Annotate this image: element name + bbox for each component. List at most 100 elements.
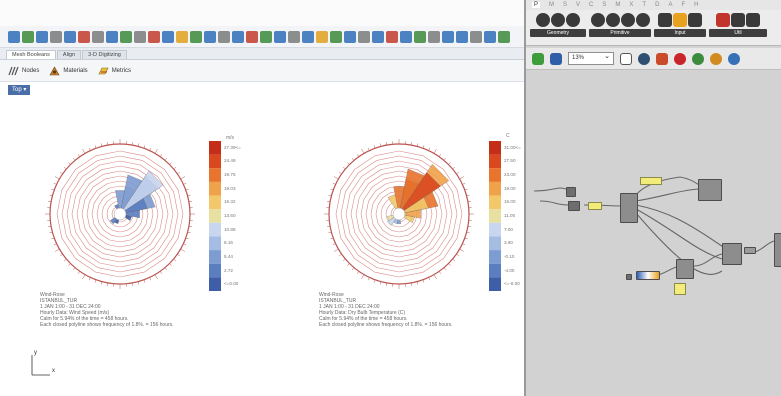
primitive-number-icon[interactable] <box>620 13 635 27</box>
grasshopper-tab-m[interactable]: M <box>615 2 621 8</box>
toolbar-tool-icon[interactable] <box>344 30 356 43</box>
toolbar-tool-icon[interactable] <box>190 30 202 43</box>
gh-component[interactable] <box>676 259 694 279</box>
rose-tick <box>77 154 81 157</box>
util-arrow-icon[interactable] <box>746 13 760 27</box>
viewport[interactable]: m/s 27.39<= 24.49 19.76 19.03 16.32 13.60 10.8… <box>0 96 524 396</box>
grasshopper-tab-c[interactable]: C <box>589 2 594 8</box>
color-preview-icon[interactable] <box>710 52 722 65</box>
primitive-boolean-icon[interactable] <box>590 13 605 27</box>
grasshopper-tab-t[interactable]: T <box>642 2 647 8</box>
toolbar-tool-icon[interactable] <box>134 30 146 43</box>
toolbar-tool-icon[interactable] <box>260 30 272 43</box>
grasshopper-tab-h[interactable]: H <box>694 2 699 8</box>
toolbar-tool-icon[interactable] <box>414 30 426 43</box>
grasshopper-tab-a[interactable]: A <box>668 2 673 8</box>
gh-component[interactable] <box>774 233 781 267</box>
gh-gradient-component[interactable] <box>636 271 660 280</box>
toolbar-tool-icon[interactable] <box>302 30 314 43</box>
toolbar-tool-icon[interactable] <box>50 30 62 43</box>
geometry-point-icon[interactable] <box>536 13 550 27</box>
tab-3d-digitizing[interactable]: 3-D Digitizing <box>82 50 127 59</box>
input-panel-icon[interactable] <box>673 13 687 27</box>
toolbar-tool-icon[interactable] <box>470 30 482 43</box>
toolbar-tool-icon[interactable] <box>498 30 510 43</box>
toolbar-tool-icon[interactable] <box>330 30 342 43</box>
grasshopper-canvas[interactable] <box>526 71 781 396</box>
input-slider-icon[interactable] <box>688 13 702 27</box>
toolbar-tool-icon[interactable] <box>442 30 454 43</box>
save-file-icon[interactable] <box>550 52 562 65</box>
toolbar-tool-icon[interactable] <box>456 30 468 43</box>
toolbar-tool-icon[interactable] <box>218 30 230 43</box>
toolbar-tool-icon[interactable] <box>358 30 370 43</box>
toolbar-tool-icon[interactable] <box>232 30 244 43</box>
gh-component[interactable] <box>626 274 632 280</box>
toolbar-tool-icon[interactable] <box>78 30 90 43</box>
toolbar-tool-icon[interactable] <box>64 30 76 43</box>
rose-frequency-ring <box>335 150 463 278</box>
grasshopper-tab-s[interactable]: S <box>602 2 607 8</box>
gh-panel[interactable] <box>674 283 686 295</box>
toolbar-tool-icon[interactable] <box>428 30 440 43</box>
sphere-preview-icon[interactable] <box>728 52 740 65</box>
toolbar-tool-icon[interactable] <box>386 30 398 43</box>
caption-line: Hourly Data: Wind Speed (m/s) <box>40 310 110 316</box>
toolbar-tool-icon[interactable] <box>8 30 20 43</box>
toolbar-tool-icon[interactable] <box>148 30 160 43</box>
preview-eye-icon[interactable] <box>638 52 650 65</box>
grasshopper-tab-f[interactable]: F <box>681 2 686 8</box>
gh-component[interactable] <box>744 247 756 254</box>
primitive-integer-icon[interactable] <box>605 13 620 27</box>
primitive-text-icon[interactable] <box>635 13 650 27</box>
metrics-button[interactable]: Metrics <box>98 66 131 76</box>
grasshopper-tab-p[interactable]: P <box>532 2 541 8</box>
sketch-icon[interactable] <box>656 52 668 65</box>
geometry-circle-icon[interactable] <box>551 13 565 27</box>
grasshopper-tab-x[interactable]: X <box>629 2 634 8</box>
grasshopper-tab-v[interactable]: V <box>576 2 581 8</box>
gh-component[interactable] <box>620 193 638 223</box>
toolbar-tool-icon[interactable] <box>288 30 300 43</box>
zoom-select[interactable]: 13% <box>568 51 614 65</box>
materials-button[interactable]: Materials <box>49 65 88 76</box>
shaded-preview-icon[interactable] <box>692 52 704 65</box>
toolbar-tool-icon[interactable] <box>176 30 188 43</box>
input-toggle-icon[interactable] <box>658 13 672 27</box>
toolbar-tool-icon[interactable] <box>120 30 132 43</box>
toolbar-tool-icon[interactable] <box>400 30 412 43</box>
toolbar-tool-icon[interactable] <box>484 30 496 43</box>
toolbar-tool-icon[interactable] <box>162 30 174 43</box>
gh-component[interactable] <box>722 243 742 265</box>
toolbar-tool-icon[interactable] <box>22 30 34 43</box>
tab-mesh-booleans[interactable]: Mesh Booleans <box>6 50 56 59</box>
gh-panel[interactable] <box>588 202 602 210</box>
bake-icon[interactable] <box>674 52 686 65</box>
grasshopper-tab-d[interactable]: D <box>655 2 660 8</box>
zoom-extents-icon[interactable] <box>620 52 632 65</box>
toolbar-tool-icon[interactable] <box>274 30 286 43</box>
gh-component[interactable] <box>568 201 580 211</box>
nodes-icon <box>8 66 19 75</box>
util-cherries-icon[interactable] <box>716 13 730 27</box>
toolbar-tool-icon[interactable] <box>316 30 328 43</box>
tab-align[interactable]: Align <box>56 50 82 59</box>
rose-tick <box>339 171 342 175</box>
util-cluster-icon[interactable] <box>731 13 745 27</box>
toolbar-tool-icon[interactable] <box>372 30 384 43</box>
open-file-icon[interactable] <box>532 52 544 65</box>
geometry-curve-icon[interactable] <box>566 13 580 27</box>
rose-tick <box>467 201 471 203</box>
gh-component[interactable] <box>698 179 722 201</box>
nodes-button[interactable]: Nodes <box>8 66 39 76</box>
grasshopper-tab-m[interactable]: M <box>549 2 555 8</box>
toolbar-tool-icon[interactable] <box>106 30 118 43</box>
gh-panel[interactable] <box>640 177 662 185</box>
grasshopper-tab-s[interactable]: S <box>563 2 568 8</box>
viewport-tab-top[interactable]: Top ▾ <box>8 85 31 95</box>
toolbar-tool-icon[interactable] <box>204 30 216 43</box>
toolbar-tool-icon[interactable] <box>246 30 258 43</box>
toolbar-tool-icon[interactable] <box>92 30 104 43</box>
gh-component[interactable] <box>566 187 576 197</box>
toolbar-tool-icon[interactable] <box>36 30 48 43</box>
